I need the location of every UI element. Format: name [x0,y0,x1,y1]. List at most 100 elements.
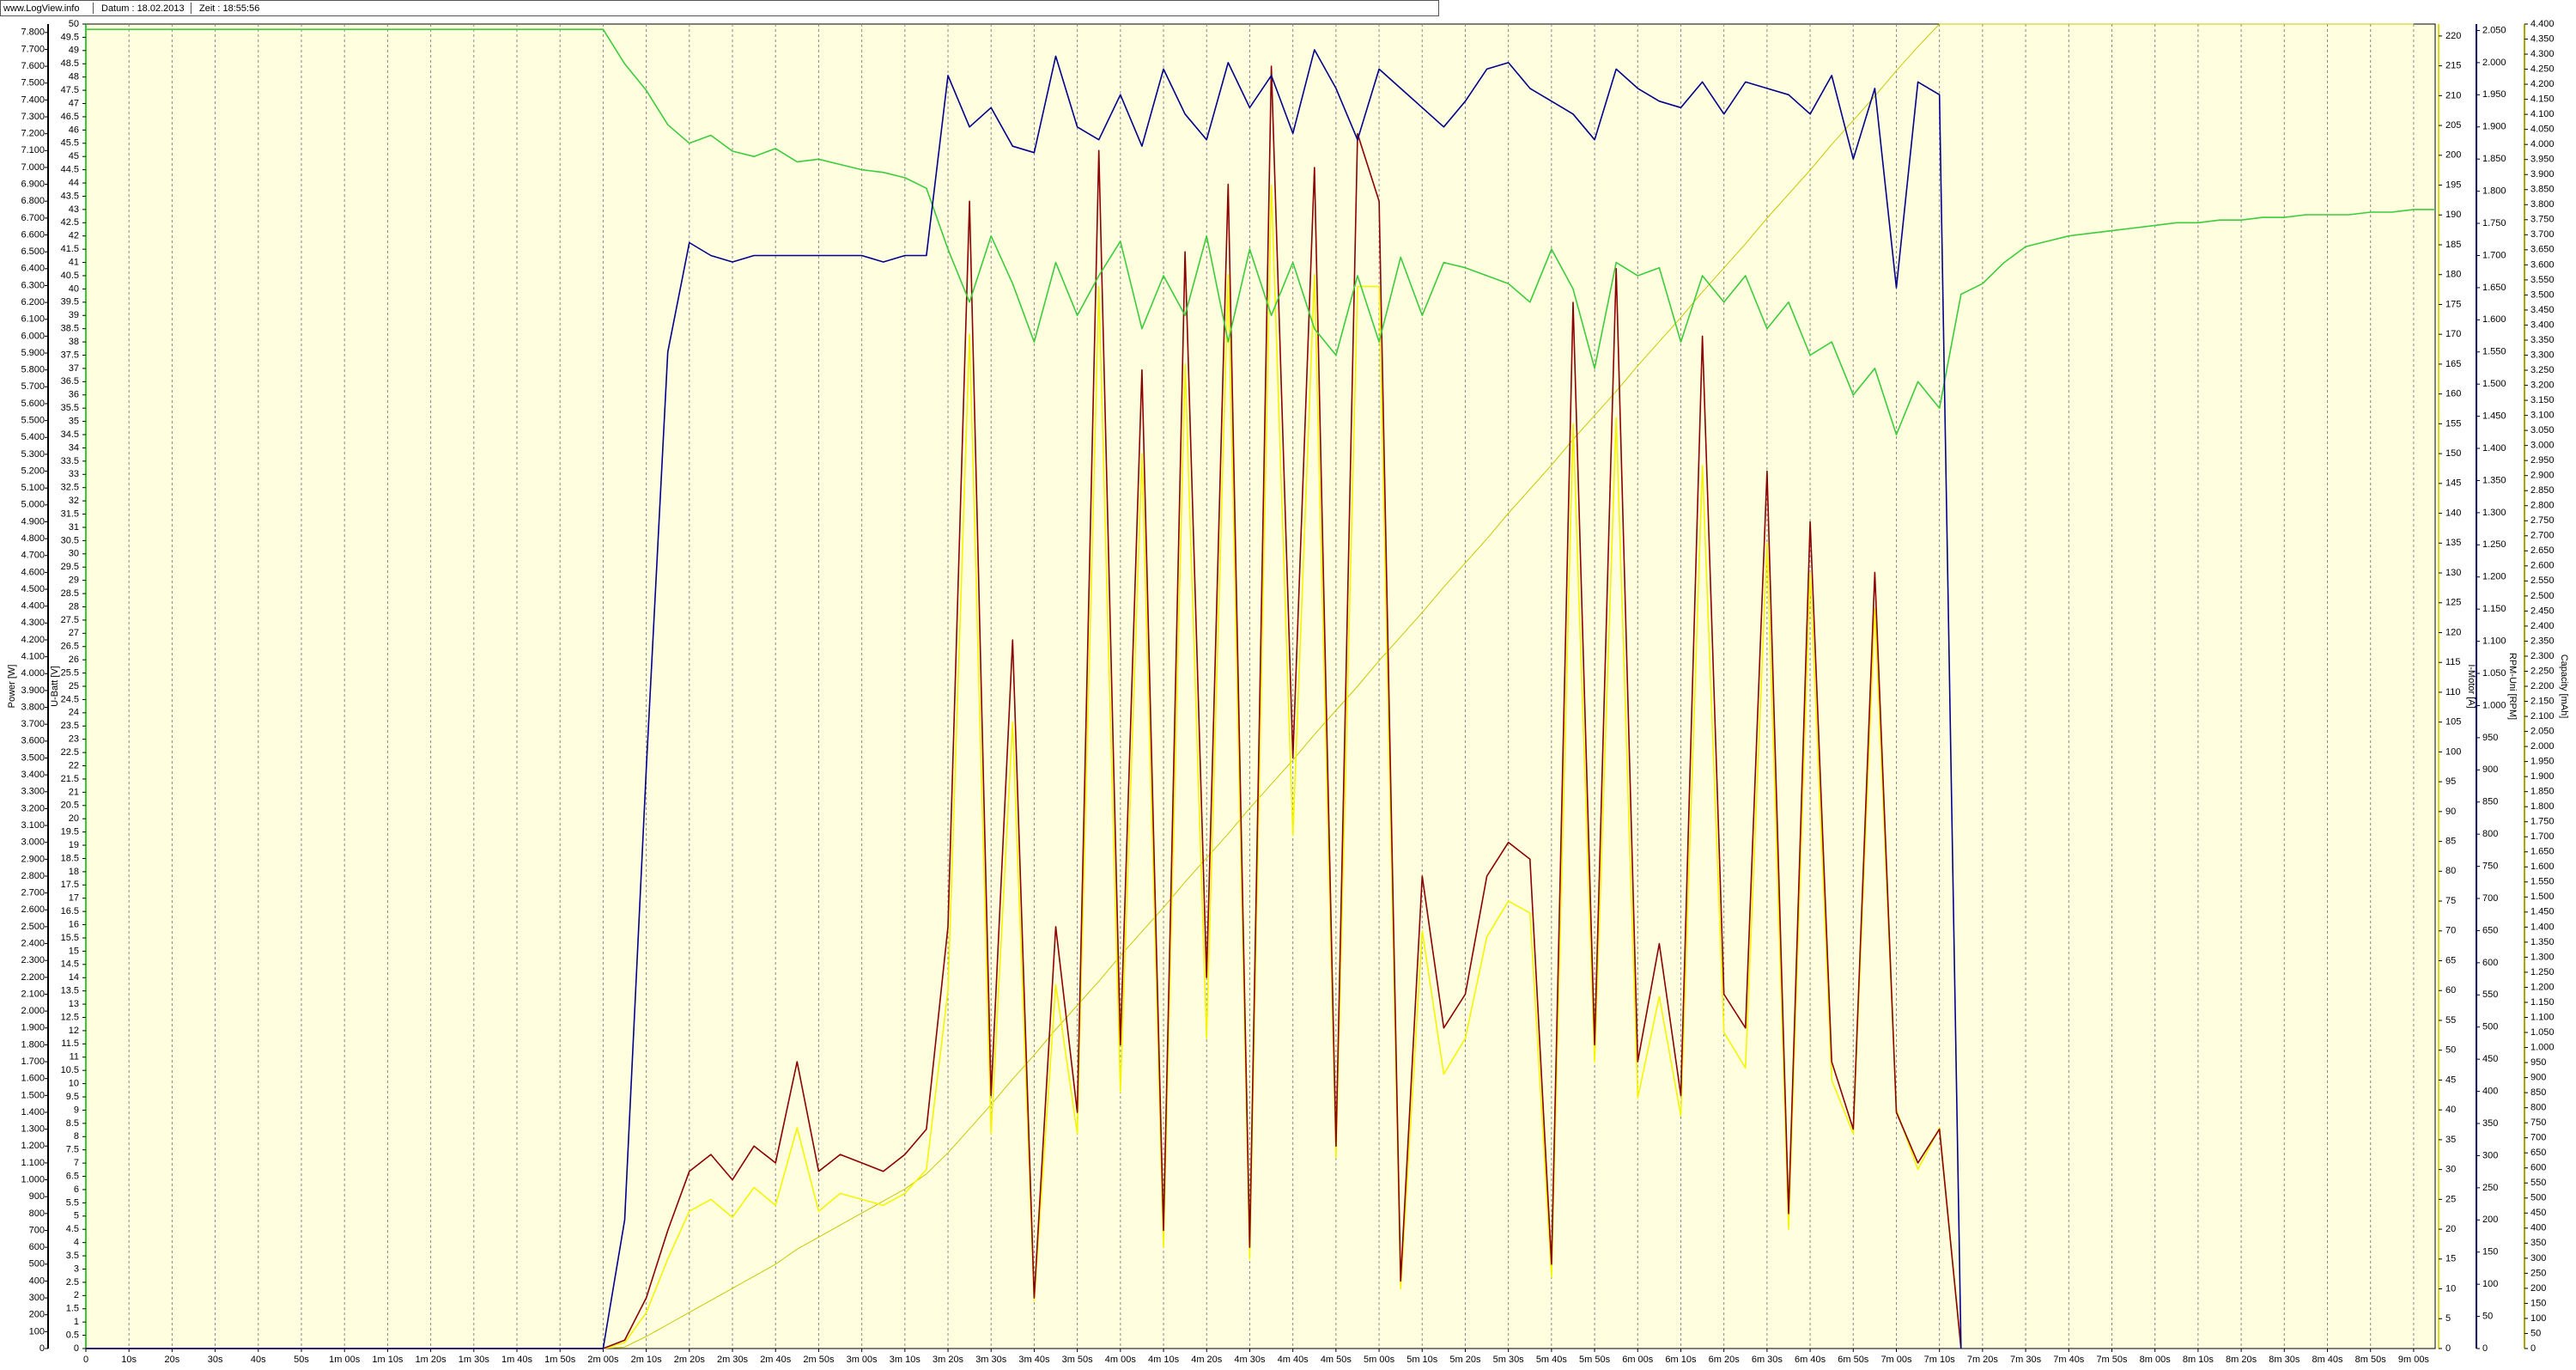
y-tick-label: 150 [2530,1298,2546,1308]
y-tick-label: 75 [2445,896,2456,906]
y-tick-label: 24.5 [61,694,79,704]
header-date: Datum : 18.02.2013 [101,3,185,14]
y-tick-label: 185 [2445,240,2461,250]
y-tick-label: 550 [2530,1178,2546,1188]
y-tick-label: 9 [74,1105,79,1115]
y-tick-label: 2.050 [2530,726,2555,736]
y-tick-label: 46.5 [61,112,79,122]
y-tick-label: 3.250 [2530,365,2555,375]
y-tick-label: 165 [2445,359,2461,369]
y-tick-label: 2.150 [2530,696,2555,706]
y-tick-label: 900 [29,1191,45,1202]
y-tick-label: 19 [69,840,79,850]
y-tick-label: 1.200 [21,1141,45,1151]
y-tick-label: 25.5 [61,667,79,678]
y-tick-label: 2.700 [21,888,45,898]
y-tick-label: 4.250 [2530,64,2555,74]
y-tick-label: 7.100 [21,145,45,155]
y-tick-label: 1.750 [2530,817,2555,827]
y-tick-label: 33 [69,469,79,479]
y-tick-label: 120 [2445,627,2461,637]
y-tick-label: 3.500 [21,752,45,763]
x-tick-label: 8m 00s [2140,1355,2172,1365]
y-tick-label: 1.100 [2482,636,2506,647]
y-tick-label: 7.200 [21,129,45,139]
x-tick-label: 5m 50s [1579,1355,1611,1365]
y-tick-label: 8 [74,1131,79,1142]
y-tick-label: 3.900 [21,685,45,696]
y-tick-label: 1.650 [2530,847,2555,857]
y-tick-label: 4.400 [2530,19,2555,29]
y-tick-label: 2.950 [2530,455,2555,466]
y-tick-label: 38 [69,337,79,347]
y-tick-label: 195 [2445,180,2461,190]
x-tick-label: 1m 10s [372,1355,404,1365]
y-tick-label: 45 [69,151,79,161]
y-tick-label: 1.100 [2530,1012,2555,1022]
y-tick-label: 21 [69,787,79,797]
y-tick-label: 2.900 [2530,471,2555,481]
y-tick-label: 1.350 [2530,937,2555,947]
y-tick-label: 7.500 [21,78,45,88]
y-tick-label: 31 [69,522,79,533]
y-tick-label: 4.150 [2530,94,2555,105]
y-tick-label: 2.100 [2530,711,2555,722]
y-tick-label: 1.900 [2482,122,2506,132]
y-tick-label: 2.250 [2530,666,2555,676]
x-tick-label: 20s [165,1355,180,1365]
y-tick-label: 6.900 [21,180,45,190]
y-tick-label: 35 [69,417,79,427]
y-tick-label: 2.850 [2530,485,2555,496]
y-tick-label: 2.5 [66,1277,79,1288]
y-tick-label: 5.100 [21,483,45,493]
x-tick-label: 3m 40s [1018,1355,1050,1365]
header-bar [0,0,1439,16]
y-tick-label: 350 [2482,1118,2498,1129]
y-tick-label: 3.000 [21,837,45,848]
y-tick-label: 3.600 [21,736,45,746]
y-tick-label: 1.700 [2482,250,2506,260]
x-tick-label: 40s [251,1355,266,1365]
y-tick-label: 7.400 [21,94,45,105]
x-tick-label: 6m 10s [1665,1355,1697,1365]
y-tick-label: 0 [39,1343,45,1354]
axis-title: I-Motor [A] [2466,664,2476,708]
y-tick-label: 27.5 [61,615,79,625]
y-tick-label: 3.700 [21,719,45,729]
y-tick-label: 1.500 [2530,892,2555,902]
x-tick-label: 10s [121,1355,137,1365]
y-tick-label: 7.000 [21,162,45,173]
y-tick-label: 2.600 [2530,561,2555,571]
y-tick-label: 65 [2445,955,2456,965]
y-tick-label: 200 [2445,150,2461,161]
x-tick-label: 4m 10s [1148,1355,1180,1365]
y-tick-label: 450 [2482,1054,2498,1064]
y-tick-label: 100 [2445,746,2461,757]
y-tick-label: 450 [2530,1208,2546,1218]
y-tick-label: 2.550 [2530,575,2555,586]
y-tick-label: 160 [2445,389,2461,399]
y-tick-label: 1.550 [2482,347,2506,357]
y-tick-label: 2.450 [2530,606,2555,616]
y-tick-label: 1.300 [2530,952,2555,962]
y-tick-label: 1.600 [2482,314,2506,325]
y-tick-label: 5.200 [21,466,45,476]
y-tick-label: 47 [69,98,79,108]
y-tick-label: 1.800 [2530,801,2555,812]
y-tick-label: 250 [2482,1183,2498,1193]
x-tick-label: 4m 40s [1278,1355,1309,1365]
axis-title: U-Batt [V] [50,666,60,707]
y-tick-label: 17 [69,893,79,904]
y-tick-label: 4 [74,1238,79,1248]
y-tick-label: 2.400 [2530,621,2555,631]
y-tick-label: 10 [69,1079,79,1089]
y-tick-label: 1.750 [2482,218,2506,228]
y-tick-label: 39 [69,310,79,320]
x-tick-label: 50s [294,1355,309,1365]
y-tick-label: 36 [69,390,79,400]
y-tick-label: 30 [69,549,79,559]
y-tick-label: 125 [2445,598,2461,608]
y-tick-label: 23.5 [61,721,79,731]
y-tick-label: 1.200 [2482,572,2506,582]
